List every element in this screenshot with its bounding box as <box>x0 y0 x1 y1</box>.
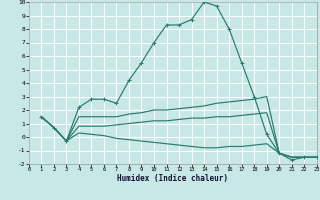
X-axis label: Humidex (Indice chaleur): Humidex (Indice chaleur) <box>117 174 228 183</box>
